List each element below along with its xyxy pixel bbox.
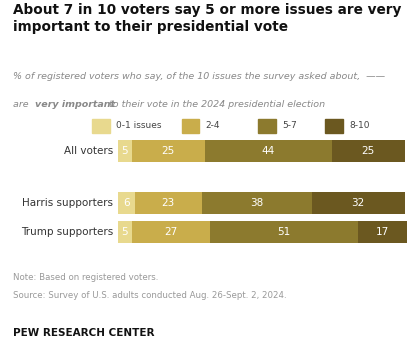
Text: % of registered voters who say, of the 10 issues the survey asked about,  ——: % of registered voters who say, of the 1… — [13, 72, 385, 81]
Bar — [326, 119, 343, 133]
Bar — [182, 119, 199, 133]
Text: are: are — [13, 101, 31, 109]
Text: PEW RESEARCH CENTER: PEW RESEARCH CENTER — [13, 328, 154, 339]
Bar — [118, 140, 132, 162]
Text: 2-4: 2-4 — [206, 121, 220, 130]
Bar — [118, 221, 132, 243]
Text: 0-1 issues: 0-1 issues — [116, 121, 162, 130]
Text: to their vote in the 2024 presidential election: to their vote in the 2024 presidential e… — [106, 101, 326, 109]
Bar — [312, 192, 404, 214]
Text: Harris supporters: Harris supporters — [22, 198, 113, 208]
Text: Trump supporters: Trump supporters — [21, 227, 113, 237]
Text: 17: 17 — [376, 227, 389, 237]
Text: All voters: All voters — [64, 146, 113, 156]
Text: 44: 44 — [262, 146, 275, 156]
Text: 51: 51 — [278, 227, 291, 237]
Text: 6: 6 — [123, 198, 130, 208]
Bar — [135, 192, 202, 214]
Text: very important: very important — [34, 101, 115, 109]
Bar — [132, 140, 205, 162]
Text: 25: 25 — [162, 146, 175, 156]
Bar — [118, 192, 135, 214]
Bar — [92, 119, 110, 133]
Bar — [202, 192, 312, 214]
Text: Source: Survey of U.S. adults conducted Aug. 26-Sept. 2, 2024.: Source: Survey of U.S. adults conducted … — [13, 291, 286, 300]
Bar — [210, 221, 358, 243]
Text: 23: 23 — [162, 198, 175, 208]
Text: 25: 25 — [362, 146, 375, 156]
Bar — [258, 119, 276, 133]
Text: 8-10: 8-10 — [349, 121, 370, 130]
Text: Note: Based on registered voters.: Note: Based on registered voters. — [13, 273, 158, 282]
Bar — [132, 221, 210, 243]
Bar — [205, 140, 332, 162]
Text: 38: 38 — [250, 198, 263, 208]
Text: 5: 5 — [121, 227, 128, 237]
Text: About 7 in 10 voters say 5 or more issues are very
important to their presidenti: About 7 in 10 voters say 5 or more issue… — [13, 3, 401, 34]
Text: 32: 32 — [352, 198, 365, 208]
Text: 27: 27 — [165, 227, 178, 237]
Text: 5: 5 — [121, 146, 128, 156]
Text: 5-7: 5-7 — [282, 121, 297, 130]
Bar — [332, 140, 404, 162]
Bar — [358, 221, 407, 243]
